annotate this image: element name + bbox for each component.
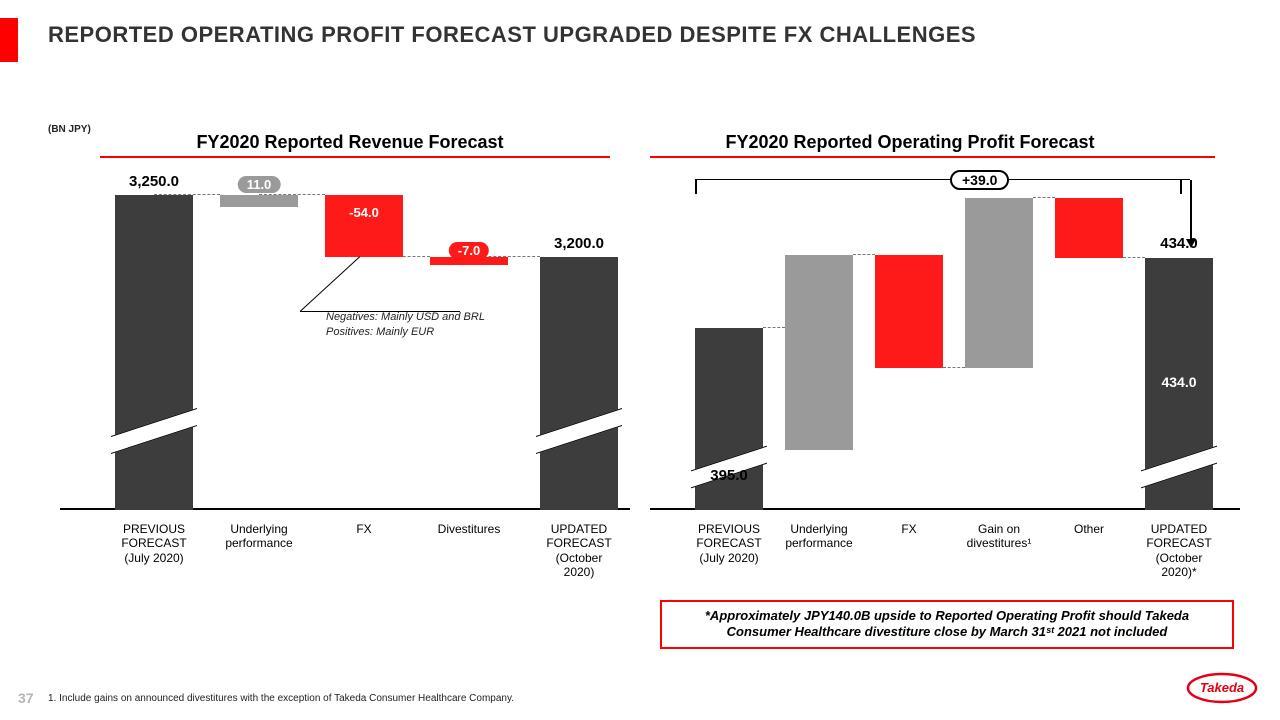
x-label: UPDATEDFORECAST(October2020)*	[1132, 522, 1227, 580]
lead-line	[300, 256, 361, 312]
x-label: Other	[1042, 522, 1137, 536]
bar	[1055, 198, 1123, 258]
left-chart-title: FY2020 Reported Revenue Forecast	[150, 132, 550, 153]
x-label: PREVIOUSFORECAST(July 2020)	[107, 522, 202, 565]
bar-value: 11.0	[238, 176, 281, 194]
footnote: 1. Include gains on announced divestitur…	[48, 693, 514, 704]
arrowhead-icon	[1186, 239, 1196, 248]
unit-label: (BN JPY)	[48, 124, 91, 135]
x-label: Gain ondivestitures¹	[952, 522, 1047, 551]
bar-value: -54.0	[340, 204, 388, 222]
callout-box: *Approximately JPY140.0B upside to Repor…	[660, 600, 1234, 649]
connector	[853, 254, 875, 255]
bracket-leg	[1180, 180, 1182, 194]
rule-right	[650, 156, 1215, 158]
bracket-ext	[1180, 179, 1190, 181]
bracket-arrow-line	[1190, 180, 1192, 240]
bar	[115, 195, 193, 510]
right-chart-title: FY2020 Reported Operating Profit Forecas…	[680, 132, 1140, 153]
svg-text:Takeda: Takeda	[1200, 680, 1244, 695]
bar-value: 395.0	[710, 467, 748, 484]
takeda-logo: Takeda	[1186, 671, 1258, 710]
bar	[965, 198, 1033, 368]
bar: 434.0	[1145, 258, 1213, 510]
bracket-leg	[695, 180, 697, 194]
bar-mid-value: 434.0	[1161, 374, 1196, 390]
x-label: FX	[862, 522, 957, 536]
bar	[785, 255, 853, 450]
x-label: UPDATEDFORECAST(October2020)	[532, 522, 627, 580]
x-label: PREVIOUSFORECAST(July 2020)	[682, 522, 777, 565]
bar-value: -7.0	[449, 242, 489, 260]
bar	[540, 257, 618, 510]
page-number: 37	[18, 690, 34, 706]
x-label: Divestitures	[422, 522, 517, 536]
bar	[220, 195, 298, 207]
bracket	[695, 179, 1180, 181]
bar-value: 3,200.0	[554, 235, 604, 252]
rule-left	[100, 156, 610, 158]
bar	[875, 255, 943, 368]
x-label: FX	[317, 522, 412, 536]
connector	[763, 327, 785, 328]
x-label: Underlyingperformance	[772, 522, 867, 551]
accent-bar	[0, 18, 18, 62]
x-label: Underlyingperformance	[212, 522, 307, 551]
connector	[1033, 197, 1055, 198]
right-chart: 434.0434.0+39.0395.0	[650, 160, 1240, 510]
bar-value: 3,250.0	[129, 173, 179, 190]
connector	[943, 367, 965, 368]
connector	[1123, 257, 1145, 258]
net-change-badge: +39.0	[950, 170, 1009, 190]
fx-note: Negatives: Mainly USD and BRL Positives:…	[326, 310, 485, 340]
page-title: REPORTED OPERATING PROFIT FORECAST UPGRA…	[48, 22, 976, 48]
